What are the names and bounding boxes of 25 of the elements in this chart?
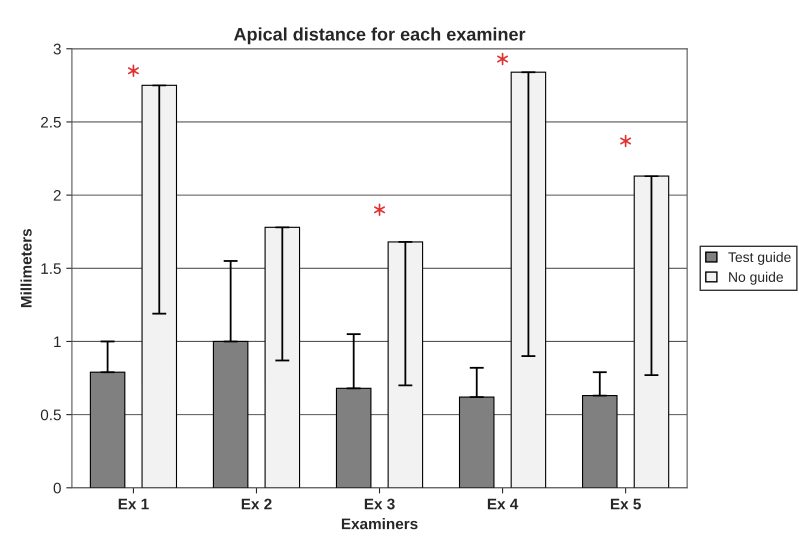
bar [212,340,248,488]
legend-label: Test guide [728,252,791,265]
x-tick-label: Ex 3 [364,498,395,510]
y-tick-label: 1.5 [41,263,61,274]
bar [634,176,670,488]
legend-label: No guide [729,272,783,285]
y-tick-label: 0 [54,482,61,494]
x-tick-label: Ex 1 [118,498,149,510]
y-axis-title: Millimeters [20,229,32,308]
y-tick-label: 0.5 [40,410,61,420]
bar [458,396,495,488]
y-tick-label: 2.5 [41,116,61,128]
x-axis-title: Examiners [342,518,418,530]
bar [388,241,424,488]
y-tick-label: 2 [54,190,61,201]
x-tick-label: Ex 5 [610,498,641,510]
x-tick-label: Ex 2 [242,498,272,510]
chart-title: Apical distance for each examiner [234,27,526,44]
y-tick-label: 3 [54,44,61,54]
bar [510,72,546,488]
bar [141,84,178,488]
bar [264,226,300,488]
y-tick-label: 1 [54,336,61,347]
bar [582,395,618,488]
x-tick-label: Ex 4 [488,498,518,510]
